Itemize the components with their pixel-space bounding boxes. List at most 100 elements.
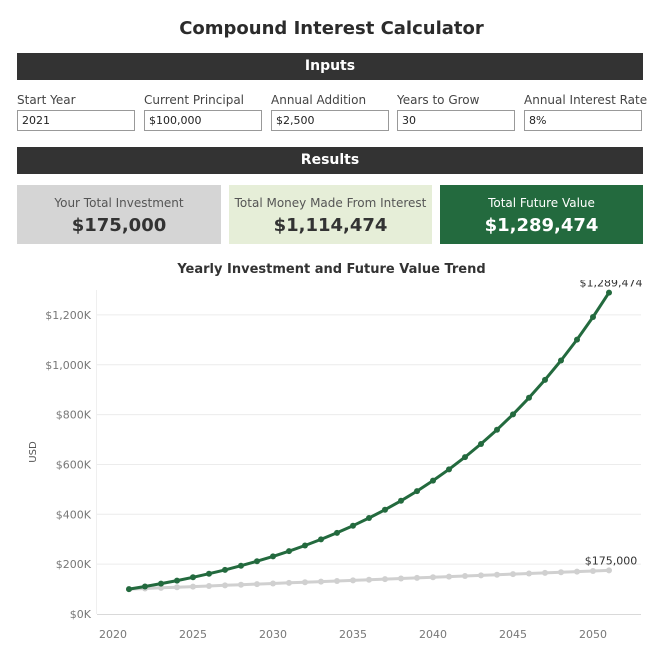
x-tick-label: 2020 [99, 628, 127, 641]
future-data-point [238, 562, 244, 569]
investment-data-point [590, 568, 596, 575]
future-data-point [606, 289, 612, 296]
y-tick-label: $600K [56, 458, 92, 471]
years-to-grow-label: Years to Grow [397, 93, 480, 107]
investment-data-point [462, 572, 468, 579]
chart-title: Yearly Investment and Future Value Trend [177, 262, 486, 277]
investment-data-point [446, 573, 452, 580]
years-to-grow-input[interactable] [397, 110, 515, 131]
investment-data-point [158, 584, 164, 591]
investment-data-point [526, 570, 532, 577]
total-investment-value: $175,000 [71, 215, 167, 236]
investment-data-point [270, 580, 276, 587]
future-data-point [558, 357, 564, 364]
y-axis-title: USD [28, 441, 39, 463]
y-tick-label: $400K [56, 508, 92, 521]
future-data-point [526, 394, 532, 401]
investment-data-point [334, 577, 340, 584]
y-tick-label: $800K [56, 409, 92, 422]
future-data-point [302, 542, 308, 549]
interest-made-label: Total Money Made From Interest [234, 196, 427, 210]
years-to-grow-field: Years to Grow [397, 93, 515, 131]
future-data-point [270, 553, 276, 560]
investment-data-point [350, 577, 356, 584]
future-data-point [174, 577, 180, 584]
investment-data-point [206, 582, 212, 589]
future-data-point [446, 466, 452, 473]
annual-interest-rate-input[interactable] [524, 110, 642, 131]
annual-addition-input[interactable] [271, 110, 389, 131]
investment-data-point [238, 581, 244, 588]
investment-data-point [222, 582, 228, 589]
y-tick-label: $0K [70, 608, 92, 621]
investment-data-point [574, 568, 580, 575]
current-principal-label: Current Principal [144, 93, 245, 107]
annual-addition-label: Annual Addition [271, 93, 367, 107]
future-data-point [478, 440, 484, 447]
future-end-label: $1,289,474 [580, 280, 643, 290]
future-data-point [126, 586, 132, 593]
inputs-section-header: Inputs [17, 53, 643, 80]
future-data-point [206, 570, 212, 577]
future-data-point [318, 536, 324, 543]
interest-made-value: $1,114,474 [273, 215, 388, 236]
annual-interest-rate-label: Annual Interest Rate [524, 93, 648, 107]
future-data-point [382, 506, 388, 513]
future-data-point [494, 426, 500, 433]
future-data-point [142, 583, 148, 590]
start-year-field: Start Year [17, 93, 135, 131]
future-data-point [574, 336, 580, 343]
investment-data-point [430, 574, 436, 581]
start-year-label: Start Year [17, 93, 76, 107]
investment-data-point [558, 569, 564, 576]
page-title: Compound Interest Calculator [179, 18, 484, 39]
future-data-point [222, 566, 228, 573]
future-series-line [127, 291, 611, 591]
total-investment-label: Your Total Investment [54, 196, 184, 210]
future-data-point [414, 488, 420, 495]
investment-end-label: $175,000 [585, 554, 638, 567]
start-year-input[interactable] [17, 110, 135, 131]
current-principal-field: Current Principal [144, 93, 262, 131]
annual-interest-rate-field: Annual Interest Rate [524, 93, 648, 131]
future-data-point [158, 580, 164, 587]
investment-data-point [382, 576, 388, 583]
x-tick-label: 2050 [579, 628, 607, 641]
future-value-card: Total Future Value $1,289,474 [440, 185, 643, 244]
investment-data-point [398, 575, 404, 582]
investment-data-point [318, 578, 324, 585]
investment-data-point [254, 581, 260, 588]
results-section-header: Results [17, 147, 643, 174]
future-data-point [254, 558, 260, 565]
current-principal-input[interactable] [144, 110, 262, 131]
investment-data-point [606, 567, 612, 574]
x-tick-label: 2035 [339, 628, 367, 641]
x-tick-label: 2040 [419, 628, 447, 641]
future-value-value: $1,289,474 [484, 215, 599, 236]
interest-made-card: Total Money Made From Interest $1,114,47… [229, 185, 432, 244]
investment-data-point [478, 572, 484, 579]
future-data-point [430, 477, 436, 484]
investment-data-point [302, 579, 308, 586]
x-tick-label: 2025 [179, 628, 207, 641]
future-data-point [350, 522, 356, 529]
future-data-point [366, 515, 372, 522]
x-tick-label: 2030 [259, 628, 287, 641]
y-tick-label: $200K [56, 558, 92, 571]
x-tick-label: 2045 [499, 628, 527, 641]
future-data-point [286, 548, 292, 555]
investment-data-point [366, 576, 372, 583]
future-data-point [462, 454, 468, 461]
y-tick-label: $1,200K [45, 309, 91, 322]
future-data-point [510, 411, 516, 418]
future-data-point [542, 376, 548, 383]
investment-data-point [414, 574, 420, 581]
future-data-point [190, 574, 196, 581]
investment-data-point [174, 584, 180, 591]
y-tick-label: $1,000K [45, 359, 91, 372]
future-data-point [590, 314, 596, 321]
investment-data-point [542, 569, 548, 576]
total-investment-card: Your Total Investment $175,000 [17, 185, 221, 244]
annual-addition-field: Annual Addition [271, 93, 389, 131]
trend-chart: $0K $200K $400K $600K $800K $1,000K $1,200K 202… [28, 280, 643, 641]
